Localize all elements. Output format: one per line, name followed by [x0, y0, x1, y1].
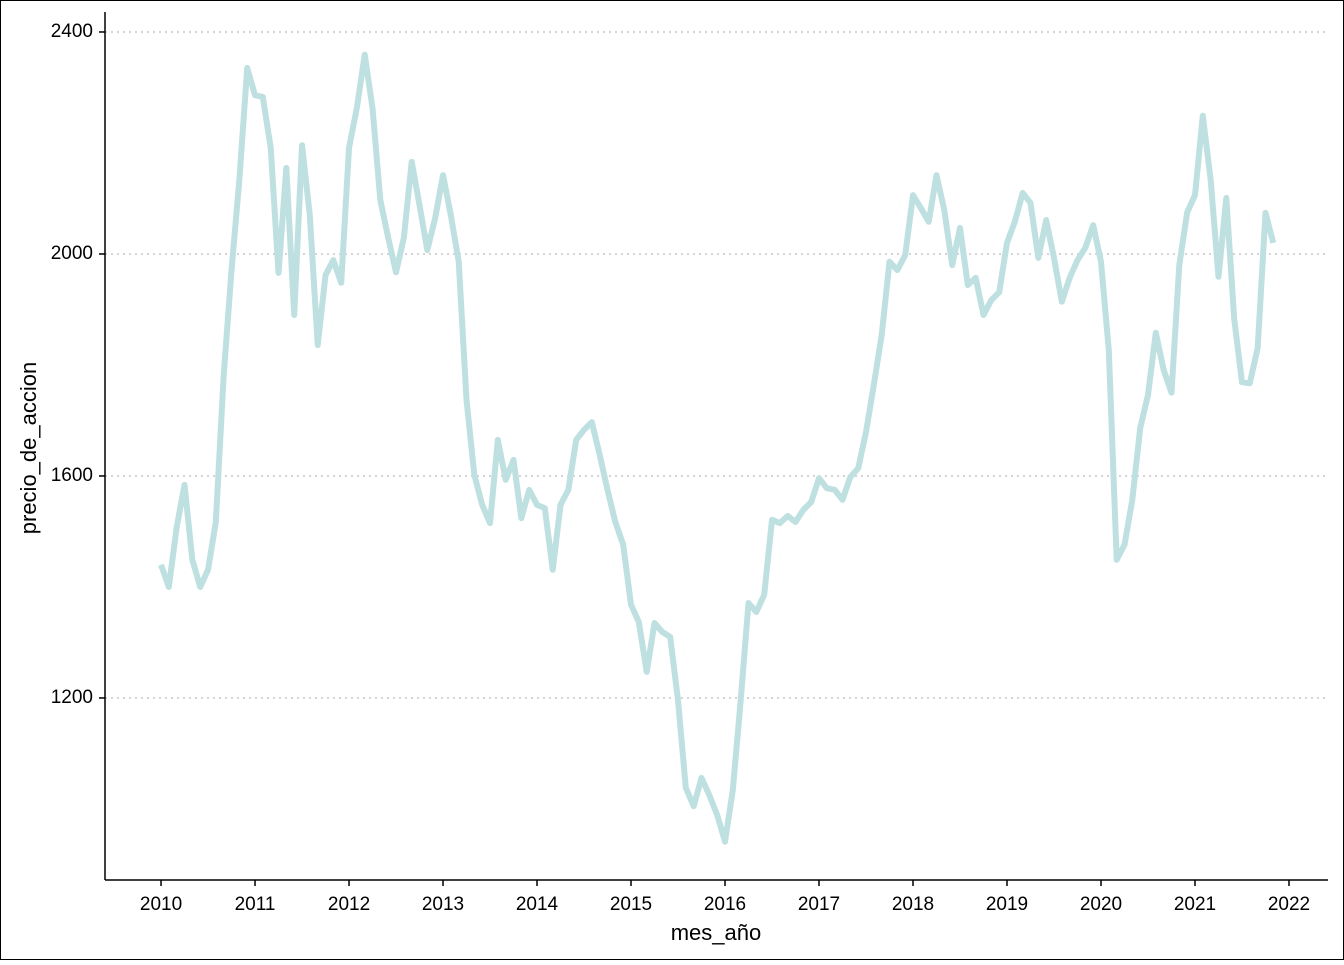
- x-tick-label: 2022: [1268, 894, 1310, 915]
- y-tick-label: 1600: [51, 465, 93, 486]
- y-tick-label: 1200: [51, 687, 93, 708]
- x-tick-label: 2011: [235, 894, 276, 915]
- x-tick-label: 2021: [1174, 894, 1216, 915]
- x-tick-label: 2020: [1080, 894, 1122, 915]
- x-tick-label: 2017: [798, 894, 840, 915]
- x-tick-label: 2018: [892, 894, 934, 915]
- x-tick-label: 2010: [140, 894, 182, 915]
- x-tick-label: 2015: [610, 894, 652, 915]
- x-axis-title: mes_año: [671, 920, 762, 945]
- y-tick-label: 2400: [51, 21, 93, 42]
- x-tick-label: 2014: [516, 894, 559, 915]
- y-tick-label: 2000: [51, 243, 93, 264]
- y-axis-title: precio_de_accion: [16, 362, 41, 534]
- x-tick-label: 2013: [422, 894, 464, 915]
- x-tick-label: 2012: [328, 894, 370, 915]
- x-tick-label: 2016: [704, 894, 746, 915]
- x-tick-label: 2019: [986, 894, 1028, 915]
- data-line: [158, 51, 1277, 845]
